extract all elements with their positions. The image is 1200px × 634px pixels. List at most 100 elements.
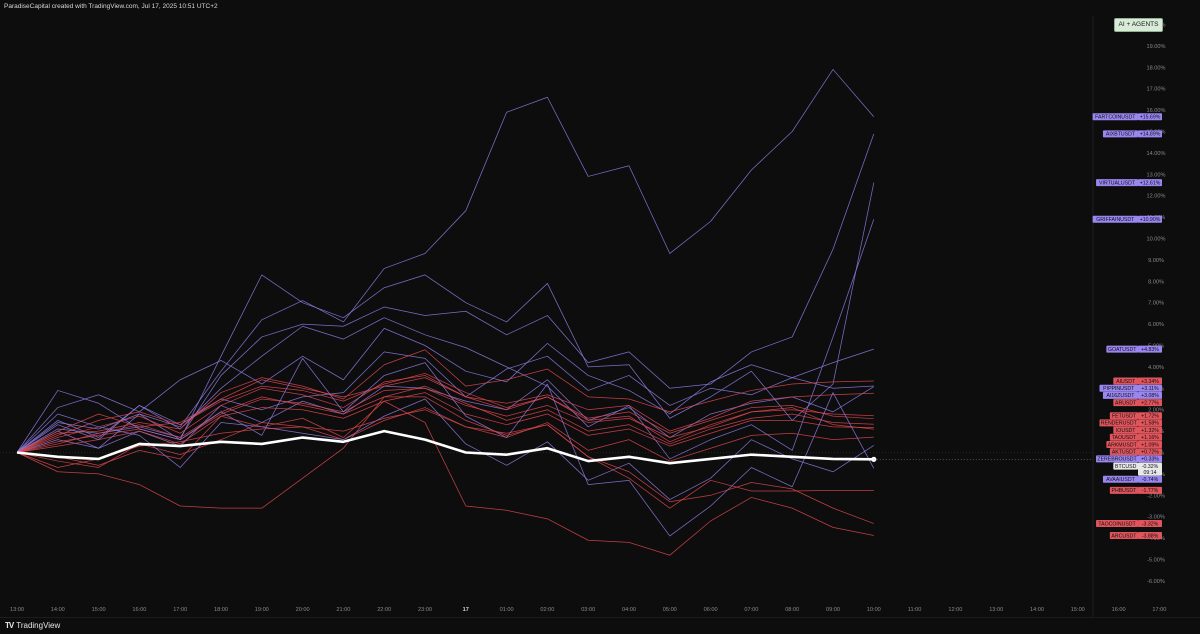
series-value-tag <box>1138 345 1162 353</box>
series-line-phbusdt <box>16 396 874 509</box>
series-value: +0.72% <box>1141 449 1159 455</box>
series-name-tag <box>1099 384 1138 392</box>
series-name-tag <box>1096 455 1138 463</box>
series-line-arcusdt <box>16 400 874 556</box>
series-label-arusdt: ARUSDT +2.77% <box>1113 399 1162 406</box>
series-countdown: 09:14 <box>1144 470 1157 476</box>
x-tick-label: 17 <box>463 607 469 613</box>
series-value: +14.89% <box>1140 132 1161 138</box>
x-tick-label: 18:00 <box>214 607 228 613</box>
series-name-tag <box>1102 130 1138 138</box>
tradingview-logo[interactable]: TV TradingView <box>5 621 60 630</box>
series-label-pippinusdt: PIPPINUSDT +3.11% <box>1099 384 1162 392</box>
series-label-zerebrousdt: ZEREBROUSDT +0.33% <box>1096 455 1162 463</box>
series-name: AKTUSDT <box>1112 449 1137 455</box>
series-label-avaaiusdt: AVAAIUSDT -0.74% <box>1102 475 1162 483</box>
series-value: +3.34% <box>1141 379 1159 385</box>
series-value: +1.58% <box>1141 421 1159 427</box>
series-value-tag <box>1138 455 1162 463</box>
series-value: +2.77% <box>1141 400 1159 406</box>
x-tick-label: 03:00 <box>581 607 595 613</box>
x-tick-label: 10:00 <box>867 607 881 613</box>
series-label-ai16zusdt: AI16ZUSDT +3.08% <box>1102 391 1162 399</box>
series-value: +3.08% <box>1141 393 1159 399</box>
series-name: ZEREBROUSDT <box>1097 457 1137 463</box>
series-label-griffainusdt: GRIFFAINUSDT +10.90% <box>1092 215 1162 223</box>
series-line-zerebrousdt <box>16 398 875 500</box>
series-line-taousdt <box>16 392 874 453</box>
series-label-aixbtusdt: AIXBTUSDT +14.89% <box>1102 130 1162 138</box>
x-tick-label: 11:00 <box>908 607 922 613</box>
series-line-btcusd <box>16 429 874 465</box>
y-tick-label: 9.00% <box>1148 258 1164 264</box>
series-value: -3.32% <box>1142 521 1159 527</box>
series-value: +1.32% <box>1141 428 1159 434</box>
series-value-tag <box>1138 520 1162 528</box>
chart-group-badge: AI + AGENTS <box>1114 18 1163 32</box>
series-value: -3.88% <box>1142 533 1159 539</box>
x-tick-label: 14:00 <box>51 607 65 613</box>
series-value: +3.11% <box>1141 386 1159 392</box>
x-tick-label: 13:00 <box>989 607 1003 613</box>
series-name-tag <box>1109 412 1138 420</box>
series-value-tag <box>1138 391 1162 399</box>
y-tick-label: 18.00% <box>1147 65 1166 71</box>
series-name-tag <box>1102 475 1138 483</box>
tradingview-logo-text: TradingView <box>16 621 61 630</box>
series-name: AIUSDT <box>1116 379 1136 385</box>
y-tick-label: -6.00% <box>1147 579 1165 585</box>
x-tick-label: 12:00 <box>948 607 962 613</box>
series-value-tag <box>1138 462 1162 476</box>
series-value-tag <box>1138 440 1162 448</box>
x-tick-label: 13:00 <box>10 607 24 613</box>
series-name-tag <box>1096 179 1138 187</box>
series-name: ARUSDT <box>1115 400 1137 406</box>
x-tick-label: 05:00 <box>663 607 677 613</box>
series-value: +1.16% <box>1141 435 1159 441</box>
x-tick-label: 04:00 <box>622 607 636 613</box>
series-line-aiusdt <box>16 349 874 453</box>
x-tick-label: 08:00 <box>785 607 799 613</box>
series-value-tag <box>1138 426 1162 434</box>
series-label-aiusdt: AIUSDT +3.34% <box>1113 377 1162 385</box>
x-tick-label: 09:00 <box>826 607 840 613</box>
x-tick-label: 21:00 <box>336 607 350 613</box>
series-name: VIRTUALUSDT <box>1099 180 1136 186</box>
tradingview-logo-icon: TV <box>5 621 14 630</box>
series-name: BTCUSD <box>1115 464 1137 470</box>
series-name-tag <box>1106 440 1138 448</box>
series-name-tag <box>1099 419 1138 427</box>
series-name-tag <box>1109 433 1138 441</box>
series-value-tag <box>1138 399 1162 407</box>
series-name: RENDERUSDT <box>1101 421 1138 427</box>
series-value: +0.33% <box>1141 457 1159 463</box>
series-name-tag <box>1109 486 1138 494</box>
x-tick-label: 07:00 <box>744 607 758 613</box>
y-tick-label: 13.00% <box>1147 172 1166 178</box>
y-tick-label: 19.00% <box>1147 44 1166 50</box>
series-value: +1.72% <box>1141 413 1159 419</box>
series-label-arcusdt: ARCUSDT -3.88% <box>1109 532 1162 540</box>
series-line-virtualusdt <box>16 182 875 453</box>
series-value-tag <box>1138 412 1162 420</box>
x-tick-label: 19:00 <box>255 607 269 613</box>
y-tick-label: 4.00% <box>1148 365 1164 371</box>
series-name-tag <box>1109 532 1138 540</box>
series-line-griffainusdt <box>16 219 875 460</box>
series-name: TAOCOINUSDT <box>1098 521 1136 527</box>
series-label-arkmusdt: ARKMUSDT +1.09% <box>1106 440 1162 448</box>
x-tick-label: 22:00 <box>377 607 391 613</box>
series-line-aixbtusdt <box>16 133 875 453</box>
series-name: AVAAIUSDT <box>1106 477 1135 483</box>
series-label-goatusdt: GOATUSDT +4.83% <box>1106 345 1162 353</box>
series-value: -1.77% <box>1142 488 1159 494</box>
series-value: +10.90% <box>1140 217 1161 223</box>
series-label-taousdt: TAOUSDT +1.16% <box>1109 433 1162 441</box>
y-tick-label: 7.00% <box>1148 301 1164 307</box>
series-value-tag <box>1138 215 1162 223</box>
series-line-goatusdt <box>16 328 874 453</box>
series-name-tag <box>1113 399 1138 407</box>
chart-credit: ParadiseCapital created with TradingView… <box>4 3 218 10</box>
